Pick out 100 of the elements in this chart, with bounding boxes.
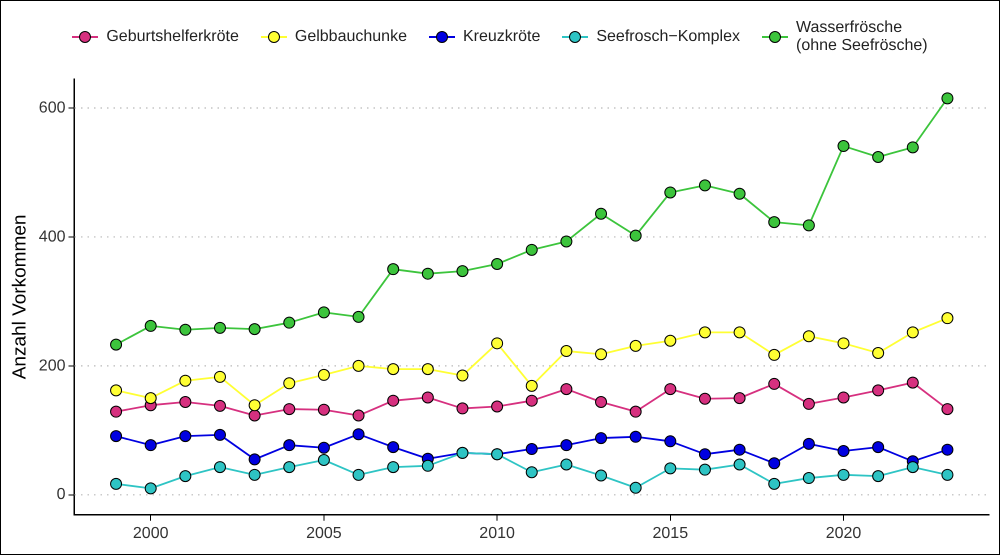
point: [110, 338, 122, 351]
point: [179, 396, 192, 408]
point: [283, 316, 296, 329]
point: [630, 230, 642, 242]
point: [734, 188, 746, 200]
point: [768, 216, 780, 228]
point: [906, 376, 919, 389]
point: [248, 453, 261, 466]
point: [456, 402, 468, 414]
point: [248, 468, 261, 481]
point: [422, 363, 434, 376]
point: [664, 383, 676, 396]
point: [318, 404, 330, 416]
point: [595, 208, 608, 220]
y-tick-label: 400: [38, 228, 66, 246]
point: [248, 323, 261, 336]
point: [422, 268, 434, 280]
point: [838, 391, 850, 404]
point: [802, 472, 815, 484]
legend-label: Wasserfrösche (ohne Seefrösche): [796, 19, 928, 54]
point: [144, 320, 157, 332]
point: [179, 324, 192, 336]
x-tick-label: 2005: [306, 524, 342, 542]
point: [110, 430, 122, 442]
point: [387, 441, 400, 454]
point: [422, 460, 434, 472]
point: [768, 378, 780, 390]
point: [352, 310, 365, 323]
point: [872, 384, 884, 396]
point: [387, 363, 400, 376]
point: [595, 348, 608, 360]
point: [456, 265, 468, 278]
point: [422, 391, 434, 404]
point: [734, 458, 746, 471]
point: [698, 392, 711, 405]
legend-label: Seefrosch−Komplex: [596, 28, 740, 46]
point: [560, 458, 572, 471]
point: [283, 377, 296, 390]
point: [179, 470, 192, 482]
point: [214, 461, 226, 474]
point: [664, 435, 676, 448]
point: [491, 258, 504, 270]
point: [734, 392, 746, 404]
point: [872, 151, 884, 164]
point: [110, 478, 122, 490]
point: [802, 330, 815, 342]
point: [110, 384, 122, 396]
point: [318, 368, 330, 381]
point: [595, 469, 608, 482]
point: [595, 432, 608, 444]
point: [872, 441, 884, 454]
point: [560, 439, 572, 452]
point: [560, 345, 572, 358]
point: [872, 470, 884, 482]
point: [872, 346, 884, 359]
point: [456, 370, 468, 382]
point: [144, 392, 157, 404]
point: [179, 430, 192, 442]
point: [734, 326, 746, 338]
point: [838, 337, 850, 350]
point: [318, 442, 330, 454]
x-tick-label: 2015: [652, 524, 688, 542]
point: [248, 410, 261, 422]
point: [491, 400, 504, 412]
legend-label: Kreuzkröte: [462, 28, 540, 46]
point: [387, 394, 400, 407]
point: [179, 374, 192, 387]
point: [698, 179, 711, 192]
point: [526, 380, 538, 392]
y-tick-label: 200: [38, 357, 66, 374]
point: [387, 461, 400, 474]
point: [526, 443, 538, 456]
point: [838, 444, 850, 457]
x-tick-label: 2000: [132, 524, 169, 542]
point: [698, 326, 711, 338]
legend-label: Gelbbauchunke: [294, 28, 407, 46]
point: [352, 360, 365, 372]
point: [387, 263, 400, 276]
point: [214, 370, 226, 383]
point: [768, 457, 780, 470]
x-tick-label: 2020: [826, 524, 862, 542]
point: [214, 322, 226, 334]
point: [560, 235, 572, 248]
point: [941, 92, 954, 104]
point: [664, 462, 676, 474]
point: [318, 454, 330, 466]
point: [906, 326, 919, 338]
y-tick-label: 0: [56, 486, 66, 504]
point: [144, 482, 157, 494]
point: [768, 348, 780, 361]
point: [802, 398, 815, 410]
point: [110, 406, 122, 418]
point: [838, 140, 850, 152]
point: [526, 466, 538, 478]
point: [526, 394, 538, 407]
y-tick-label: 600: [38, 99, 66, 116]
point: [906, 141, 919, 154]
point: [698, 448, 711, 460]
point: [318, 306, 330, 318]
point: [283, 461, 296, 474]
